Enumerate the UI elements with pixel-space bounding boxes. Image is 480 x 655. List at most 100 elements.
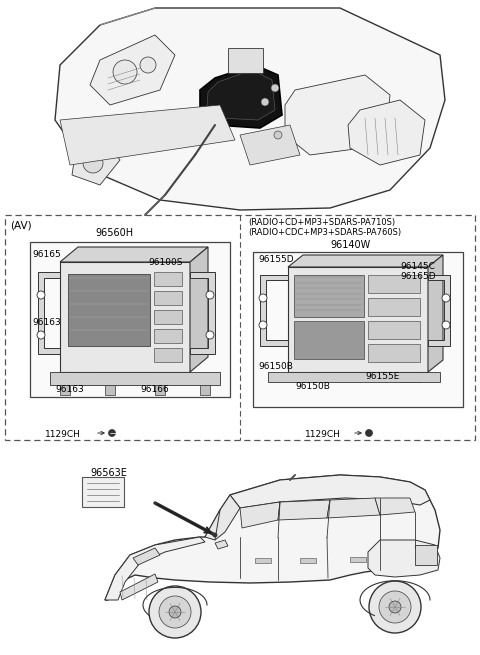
Circle shape xyxy=(108,430,116,436)
Polygon shape xyxy=(368,540,440,577)
Polygon shape xyxy=(200,65,282,128)
Bar xyxy=(415,545,437,565)
Text: 96145C: 96145C xyxy=(400,262,435,271)
Polygon shape xyxy=(155,372,180,384)
Polygon shape xyxy=(230,475,430,508)
Circle shape xyxy=(149,586,201,638)
Text: (AV): (AV) xyxy=(10,220,32,230)
Bar xyxy=(368,298,420,316)
Circle shape xyxy=(369,581,421,633)
Circle shape xyxy=(271,84,279,92)
Polygon shape xyxy=(60,247,208,262)
Bar xyxy=(82,477,124,507)
Circle shape xyxy=(379,591,411,623)
Circle shape xyxy=(37,331,45,339)
Text: 96165: 96165 xyxy=(32,250,61,259)
Text: 96563E: 96563E xyxy=(90,468,127,478)
Polygon shape xyxy=(72,140,120,185)
Circle shape xyxy=(442,321,450,329)
Bar xyxy=(368,344,420,362)
Text: 96155E: 96155E xyxy=(365,372,399,381)
Bar xyxy=(228,48,263,73)
Polygon shape xyxy=(240,502,280,528)
Circle shape xyxy=(159,596,191,628)
Text: 96166: 96166 xyxy=(140,385,169,394)
Polygon shape xyxy=(200,385,210,395)
Polygon shape xyxy=(60,385,70,395)
Polygon shape xyxy=(375,498,415,515)
Polygon shape xyxy=(190,247,208,372)
Circle shape xyxy=(259,294,267,302)
Polygon shape xyxy=(155,385,165,395)
Circle shape xyxy=(259,321,267,329)
Text: 96155D: 96155D xyxy=(258,255,294,264)
Polygon shape xyxy=(133,548,160,565)
Bar xyxy=(368,275,420,293)
Circle shape xyxy=(261,98,269,106)
Circle shape xyxy=(442,294,450,302)
Polygon shape xyxy=(60,262,190,372)
Polygon shape xyxy=(60,105,235,165)
Text: 96150B: 96150B xyxy=(295,382,330,391)
Bar xyxy=(154,291,182,305)
Text: 1129CH: 1129CH xyxy=(305,430,341,439)
Polygon shape xyxy=(288,267,428,372)
Polygon shape xyxy=(327,498,380,518)
Bar xyxy=(294,321,364,359)
Bar xyxy=(5,215,475,440)
Polygon shape xyxy=(190,272,215,354)
Circle shape xyxy=(206,291,214,299)
Bar xyxy=(294,275,364,317)
Circle shape xyxy=(169,606,181,618)
Polygon shape xyxy=(296,372,316,382)
Polygon shape xyxy=(105,475,440,600)
Text: 96560H: 96560H xyxy=(95,228,133,238)
Polygon shape xyxy=(215,540,228,549)
Circle shape xyxy=(113,60,137,84)
Polygon shape xyxy=(105,537,205,600)
Polygon shape xyxy=(268,372,440,382)
Polygon shape xyxy=(288,255,443,267)
Polygon shape xyxy=(90,35,175,105)
Polygon shape xyxy=(260,275,288,346)
Polygon shape xyxy=(278,500,330,520)
Polygon shape xyxy=(428,275,450,346)
Polygon shape xyxy=(70,372,95,384)
Text: 1129CH: 1129CH xyxy=(45,430,81,439)
Polygon shape xyxy=(38,272,60,354)
Text: 96150B: 96150B xyxy=(258,362,293,371)
Text: 96163: 96163 xyxy=(32,318,61,327)
Bar xyxy=(68,274,150,346)
Polygon shape xyxy=(50,372,220,385)
Bar xyxy=(30,242,230,397)
Bar xyxy=(350,557,366,562)
Circle shape xyxy=(140,57,156,73)
Polygon shape xyxy=(400,372,420,382)
Text: 96163: 96163 xyxy=(55,385,84,394)
Bar xyxy=(300,558,316,563)
Circle shape xyxy=(37,291,45,299)
Polygon shape xyxy=(55,8,445,210)
Polygon shape xyxy=(205,495,240,540)
Circle shape xyxy=(389,601,401,613)
Circle shape xyxy=(365,430,372,436)
Bar xyxy=(368,321,420,339)
Bar xyxy=(255,558,271,563)
Text: (RADIO+CDC+MP3+SDARS-PA760S): (RADIO+CDC+MP3+SDARS-PA760S) xyxy=(248,228,401,237)
Bar xyxy=(154,348,182,362)
Circle shape xyxy=(274,131,282,139)
Circle shape xyxy=(213,533,217,537)
Bar xyxy=(154,329,182,343)
Polygon shape xyxy=(120,574,158,600)
Text: 96140W: 96140W xyxy=(330,240,370,250)
Polygon shape xyxy=(240,125,300,165)
Polygon shape xyxy=(285,75,390,155)
Bar xyxy=(154,272,182,286)
Text: (RADIO+CD+MP3+SDARS-PA710S): (RADIO+CD+MP3+SDARS-PA710S) xyxy=(248,218,395,227)
Bar xyxy=(154,310,182,324)
Bar xyxy=(253,252,463,407)
Circle shape xyxy=(206,331,214,339)
Polygon shape xyxy=(207,70,275,120)
Polygon shape xyxy=(428,255,443,372)
Polygon shape xyxy=(105,385,115,395)
